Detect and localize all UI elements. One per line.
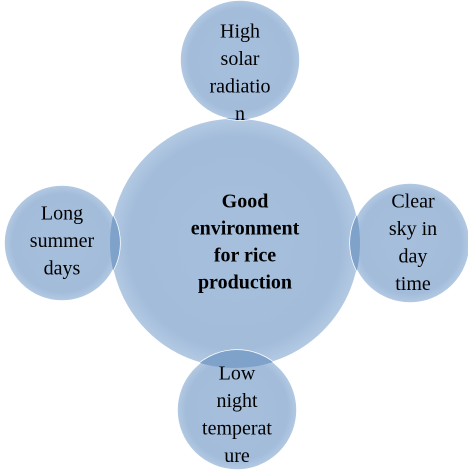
labels: High solar radiatio n Clear sky in day time Low n… xyxy=(30,21,437,468)
node-label: radiatio xyxy=(209,76,270,98)
node-label: Long xyxy=(41,203,83,225)
node-label: temperat xyxy=(202,418,272,440)
node-label: night xyxy=(216,390,258,412)
node-label: ure xyxy=(224,445,250,467)
node-label: summer xyxy=(30,230,95,252)
node-label: Low xyxy=(219,363,256,385)
center-label: production xyxy=(198,272,292,294)
node-label: Clear xyxy=(391,191,435,213)
node-label: time xyxy=(395,273,431,295)
node-label: days xyxy=(44,258,81,280)
satellites xyxy=(3,0,468,471)
node-label: solar xyxy=(221,48,260,70)
center-label: Good xyxy=(222,191,269,213)
center-label: environment xyxy=(191,218,300,240)
node-label: sky in xyxy=(389,218,437,240)
node-label: n xyxy=(235,103,245,125)
node-label: High xyxy=(220,21,260,43)
center-circle xyxy=(109,117,361,369)
node-label: day xyxy=(399,246,428,268)
center-label: for rice xyxy=(214,245,276,267)
